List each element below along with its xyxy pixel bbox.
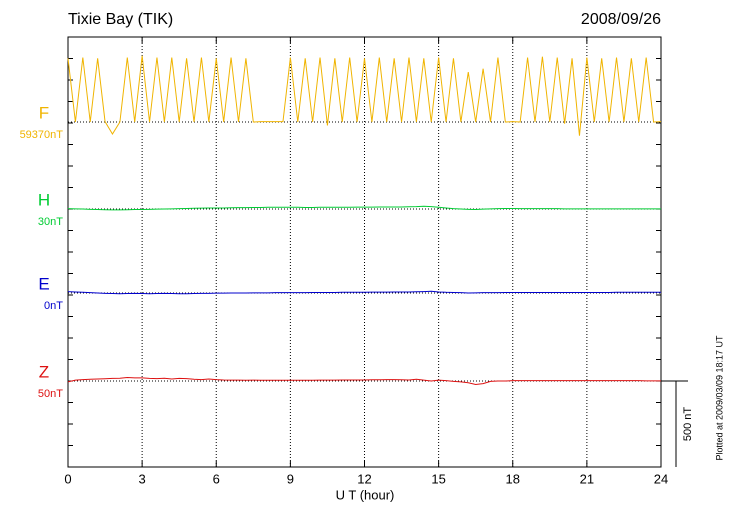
trace <box>67 205 661 211</box>
x-tick-label: 9 <box>287 471 294 486</box>
chart-date: 2008/09/26 <box>581 11 661 28</box>
x-tick-label: 24 <box>654 471 668 486</box>
series-name: F <box>39 103 49 122</box>
series-name: E <box>38 274 49 293</box>
x-axis-label: U T (hour) <box>336 487 395 502</box>
series-name: Z <box>39 362 49 381</box>
trace <box>67 55 662 136</box>
plot-frame <box>67 36 662 468</box>
x-tick-label: 3 <box>139 471 146 486</box>
trace <box>67 377 661 385</box>
baseline-label: 59370nT <box>20 129 64 141</box>
x-tick-label: 18 <box>506 471 520 486</box>
trace <box>67 290 661 295</box>
x-tick-label: 0 <box>64 471 71 486</box>
x-tick-label: 6 <box>213 471 220 486</box>
chart-title: Tixie Bay (TIK) <box>68 11 173 28</box>
baseline-label: 0nT <box>44 300 63 312</box>
plotted-note: Plotted at 2009/03/09 18:17 UT <box>714 335 724 461</box>
baseline-label: 30nT <box>38 216 63 228</box>
x-tick-label: 21 <box>580 471 594 486</box>
x-tick-label: 12 <box>357 471 371 486</box>
baseline-label: 50nT <box>38 388 63 400</box>
scale-bar-label: 500 nT <box>682 407 694 442</box>
x-tick-label: 15 <box>431 471 445 486</box>
series-name: H <box>38 190 50 209</box>
